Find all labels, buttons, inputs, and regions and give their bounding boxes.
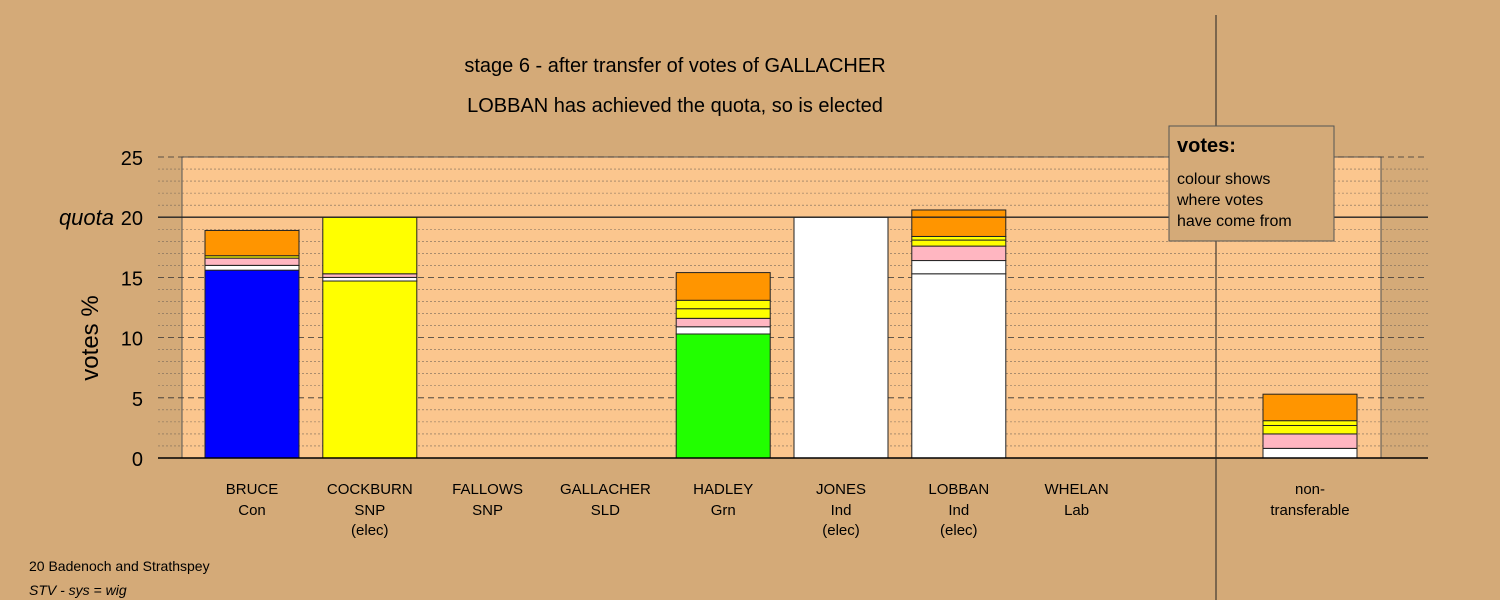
candidate-status: (elec) bbox=[940, 522, 978, 539]
candidate-party: SNP bbox=[354, 502, 385, 519]
bar-non-transferable-segment-snp bbox=[1262, 420, 1358, 426]
bar-non-transferable-segment-ind bbox=[1262, 447, 1358, 459]
legend-line: have come from bbox=[1177, 213, 1292, 230]
bar-cockburn-segment-snp bbox=[322, 216, 418, 275]
bar-lobban-segment-snp bbox=[911, 239, 1007, 247]
bar-cockburn-segment-ind bbox=[322, 276, 418, 282]
bar-cockburn-segment-lab bbox=[322, 273, 418, 278]
legend-line: where votes bbox=[1176, 192, 1263, 209]
bar-jones-segment-ind bbox=[793, 216, 889, 459]
candidate-name: BRUCE bbox=[226, 481, 279, 498]
bar-hadley-segment-sld bbox=[675, 272, 771, 301]
y-tick-label: 10 bbox=[121, 329, 143, 351]
candidate-party: Con bbox=[238, 502, 266, 519]
bar-hadley-segment-snp bbox=[675, 308, 771, 319]
bar-lobban-segment-ind bbox=[911, 260, 1007, 275]
legend-line: colour shows bbox=[1177, 171, 1270, 188]
y-axis-label: votes % bbox=[77, 295, 104, 380]
candidate-party: Ind bbox=[831, 502, 852, 519]
candidate-name: WHELAN bbox=[1045, 481, 1109, 498]
legend-title: votes: bbox=[1177, 135, 1236, 157]
bar-non-transferable-segment-snp bbox=[1262, 424, 1358, 435]
bar-hadley-segment-grn bbox=[675, 333, 771, 459]
bar-lobban-segment-sld bbox=[911, 209, 1007, 237]
bar-bruce-segment-con bbox=[204, 269, 300, 459]
bar-hadley-segment-snp bbox=[675, 299, 771, 310]
y-tick-label: 25 bbox=[121, 148, 143, 170]
candidate-name: LOBBAN bbox=[928, 481, 989, 498]
candidate-party: SNP bbox=[472, 502, 503, 519]
y-tick-label: 15 bbox=[121, 268, 143, 290]
legend-box bbox=[1168, 125, 1335, 242]
candidate-party: SLD bbox=[591, 502, 620, 519]
bar-lobban-segment-ind bbox=[911, 273, 1007, 459]
candidate-party: Ind bbox=[948, 502, 969, 519]
non-transferable-label-1: non- bbox=[1295, 481, 1325, 498]
bar-non-transferable-segment-sld bbox=[1262, 393, 1358, 422]
bar-bruce-segment-sld bbox=[204, 229, 300, 257]
bar-cockburn-segment-snp bbox=[322, 280, 418, 459]
candidate-name: COCKBURN bbox=[327, 481, 413, 498]
candidate-status: (elec) bbox=[822, 522, 860, 539]
bar-non-transferable-segment-lab bbox=[1262, 433, 1358, 449]
quota-label: quota bbox=[59, 205, 114, 230]
bar-lobban-segment-lab bbox=[911, 245, 1007, 262]
footer-system: STV - sys = wig bbox=[29, 582, 127, 598]
chart-title: stage 6 - after transfer of votes of GAL… bbox=[464, 55, 885, 77]
candidate-party: Lab bbox=[1064, 502, 1089, 519]
bar-hadley-segment-lab bbox=[675, 317, 771, 328]
non-transferable-label-2: transferable bbox=[1270, 502, 1349, 519]
bar-hadley-segment-ind bbox=[675, 326, 771, 335]
y-tick-label: 0 bbox=[132, 449, 143, 471]
footer-constituency: 20 Badenoch and Strathspey bbox=[29, 558, 210, 574]
candidate-name: HADLEY bbox=[693, 481, 753, 498]
y-tick-label: 20 bbox=[121, 208, 143, 230]
bar-bruce-segment-lab bbox=[204, 257, 300, 266]
candidate-status: (elec) bbox=[351, 522, 389, 539]
candidate-party: Grn bbox=[711, 502, 736, 519]
bar-lobban-segment-snp bbox=[911, 235, 1007, 241]
candidate-name: FALLOWS bbox=[452, 481, 523, 498]
bar-bruce-segment-ind bbox=[204, 264, 300, 271]
y-tick-label: 5 bbox=[132, 389, 143, 411]
candidate-name: JONES bbox=[816, 481, 866, 498]
chart-subtitle: LOBBAN has achieved the quota, so is ele… bbox=[467, 95, 883, 117]
candidate-name: GALLACHER bbox=[560, 481, 651, 498]
